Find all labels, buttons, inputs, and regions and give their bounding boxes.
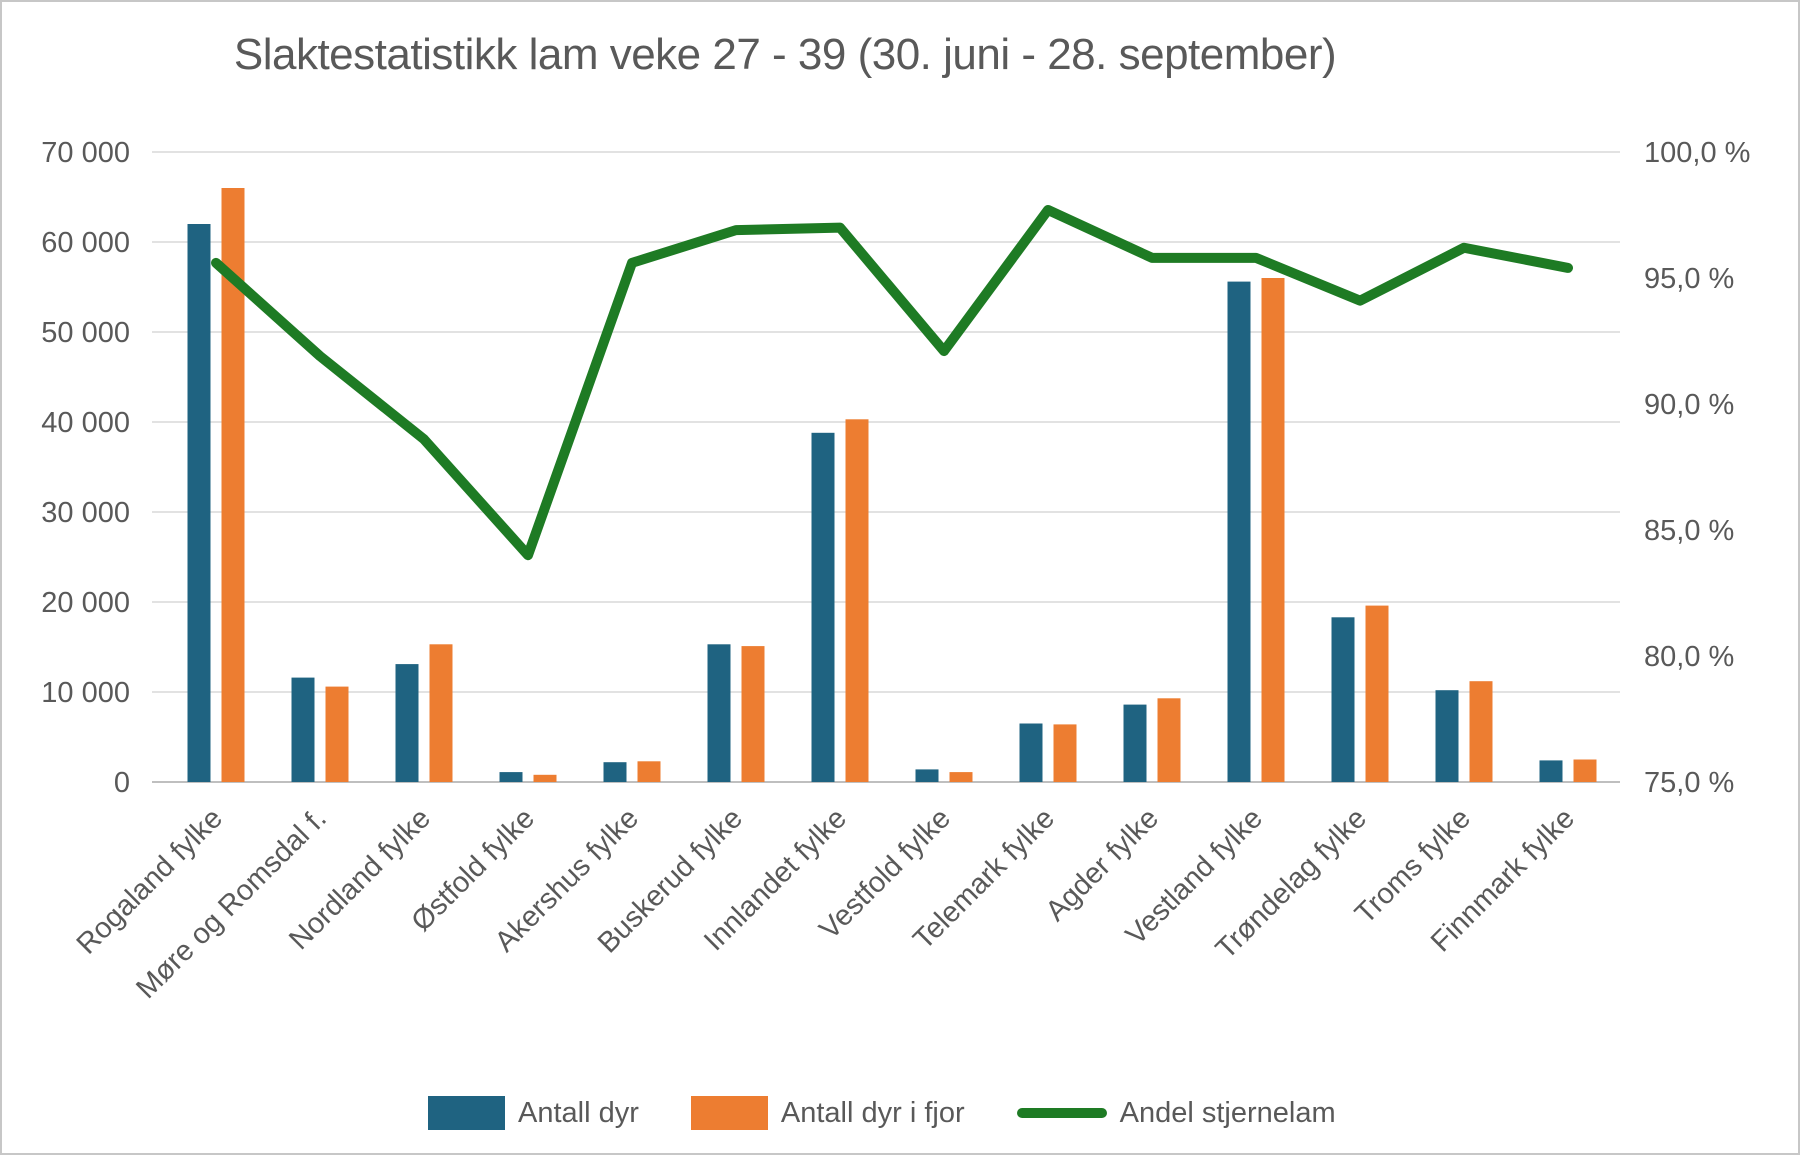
bar-antall-dyr bbox=[291, 677, 315, 782]
right-axis-tick-label: 90,0 % bbox=[1644, 389, 1734, 421]
bar-antall-dyr bbox=[1331, 617, 1355, 782]
bar-antall-dyr-i-fjor bbox=[1573, 759, 1597, 782]
bar-antall-dyr-i-fjor bbox=[637, 761, 661, 782]
line-andel-stjernelam bbox=[211, 204, 1573, 561]
left-axis-tick-label: 0 bbox=[114, 767, 130, 799]
bar-antall-dyr-i-fjor bbox=[429, 644, 453, 782]
bar-antall-dyr bbox=[603, 762, 627, 782]
right-axis-tick-label: 80,0 % bbox=[1644, 641, 1734, 673]
legend-swatch-antall-dyr-i-fjor bbox=[690, 1096, 768, 1130]
bar-antall-dyr bbox=[707, 644, 731, 782]
right-axis-tick-label: 100,0 % bbox=[1644, 137, 1750, 169]
left-axis-tick-label: 10 000 bbox=[41, 677, 130, 709]
left-axis-tick-label: 40 000 bbox=[41, 407, 130, 439]
legend-item-andel-stjernelam: Andel stjernelam bbox=[1016, 1096, 1336, 1130]
bar-antall-dyr-i-fjor bbox=[221, 188, 245, 782]
bar-antall-dyr-i-fjor bbox=[325, 686, 349, 782]
legend-label-andel-stjernelam: Andel stjernelam bbox=[1119, 1096, 1336, 1129]
right-axis-tick-label: 85,0 % bbox=[1644, 515, 1734, 547]
legend-label-antall-dyr: Antall dyr bbox=[518, 1096, 639, 1129]
bar-antall-dyr-i-fjor bbox=[741, 646, 765, 782]
bar-antall-dyr bbox=[499, 772, 523, 782]
legend-item-antall-dyr: Antall dyr bbox=[428, 1096, 639, 1130]
left-axis-tick-label: 50 000 bbox=[41, 317, 130, 349]
bar-antall-dyr bbox=[187, 224, 211, 782]
legend-label-antall-dyr-i-fjor: Antall dyr i fjor bbox=[780, 1096, 965, 1129]
category-label: Møre og Romsdal f. bbox=[130, 802, 333, 1005]
bar-antall-dyr bbox=[1539, 760, 1563, 782]
legend-item-antall-dyr-i-fjor: Antall dyr i fjor bbox=[690, 1096, 965, 1130]
right-axis-tick-label: 95,0 % bbox=[1644, 263, 1734, 295]
bar-antall-dyr bbox=[1123, 704, 1147, 782]
bar-antall-dyr-i-fjor bbox=[845, 419, 869, 782]
bar-antall-dyr-i-fjor bbox=[1261, 278, 1285, 782]
bar-antall-dyr bbox=[915, 769, 939, 782]
bar-antall-dyr bbox=[1435, 690, 1459, 782]
right-axis-tick-label: 75,0 % bbox=[1644, 767, 1734, 799]
legend-swatch-andel-stjernelam bbox=[1016, 1108, 1107, 1118]
bar-antall-dyr bbox=[1019, 723, 1043, 782]
chart-title: Slaktestatistikk lam veke 27 - 39 (30. j… bbox=[233, 30, 1337, 79]
bar-antall-dyr-i-fjor bbox=[949, 772, 973, 782]
chart-legend: Antall dyr Antall dyr i fjor Andel stjer… bbox=[428, 1096, 1336, 1130]
bar-antall-dyr bbox=[811, 432, 835, 782]
legend-swatch-antall-dyr bbox=[428, 1096, 505, 1130]
left-axis-tick-label: 30 000 bbox=[41, 497, 130, 529]
left-axis-tick-label: 60 000 bbox=[41, 227, 130, 259]
bar-antall-dyr bbox=[1227, 281, 1251, 782]
left-axis-tick-label: 70 000 bbox=[41, 137, 130, 169]
bar-antall-dyr bbox=[395, 664, 419, 782]
bar-antall-dyr-i-fjor bbox=[1469, 681, 1493, 782]
bar-antall-dyr-i-fjor bbox=[1053, 724, 1077, 782]
bar-antall-dyr-i-fjor bbox=[1157, 698, 1181, 782]
left-axis-tick-label: 20 000 bbox=[41, 587, 130, 619]
bar-antall-dyr-i-fjor bbox=[533, 774, 557, 782]
bar-antall-dyr-i-fjor bbox=[1365, 605, 1389, 782]
